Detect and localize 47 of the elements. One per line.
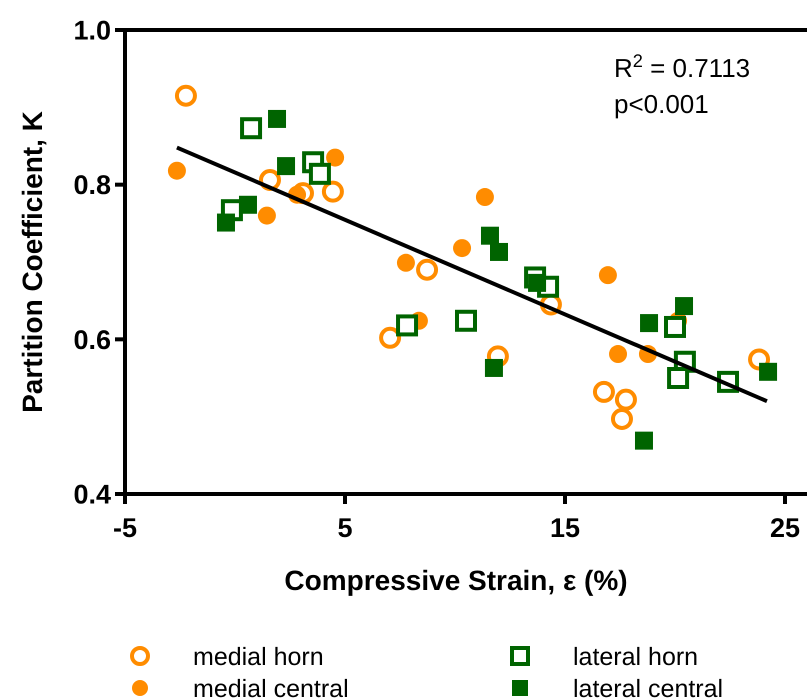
x-tick-label: -5 [112, 513, 138, 543]
point [268, 110, 286, 128]
point [238, 196, 257, 214]
point [609, 345, 628, 364]
point [174, 84, 197, 107]
point [396, 254, 415, 272]
point [667, 367, 690, 389]
y-tick-label: 1.0 [73, 15, 111, 46]
point [396, 314, 418, 336]
point [610, 408, 633, 430]
point [240, 117, 262, 140]
point [614, 388, 637, 411]
point [480, 226, 499, 245]
point [416, 258, 438, 281]
point [640, 314, 658, 332]
y-tick-label: 0.4 [73, 479, 111, 510]
point [453, 239, 472, 258]
x-tick-label: 15 [550, 513, 580, 543]
point [379, 326, 402, 349]
x-tick-label: 5 [337, 513, 353, 543]
point [308, 162, 331, 185]
point [216, 214, 235, 232]
y-tick-label: 0.6 [73, 324, 111, 355]
legend-label: medial central [193, 675, 349, 700]
point [258, 206, 276, 225]
point [277, 157, 296, 176]
x-axis-title: Compressive Strain, ε (%) [284, 565, 628, 596]
point [592, 380, 615, 403]
annotation: p<0.001 [614, 89, 709, 119]
point [455, 310, 477, 332]
legend-label: medial horn [193, 643, 324, 671]
legend-label: lateral horn [573, 643, 698, 671]
annotation: R$^{2}$ = 0.7113 [614, 51, 750, 83]
legend-label: lateral central [573, 675, 724, 700]
y-axis-title: Partition Coefficient, K [17, 111, 48, 413]
point [484, 358, 503, 377]
point [634, 432, 653, 450]
point [476, 188, 494, 206]
y-tick-label: 0.8 [73, 170, 111, 200]
point [598, 266, 617, 284]
x-tick-label: 25 [770, 513, 800, 543]
point [675, 297, 694, 316]
point [490, 242, 508, 261]
point [326, 148, 344, 167]
point [759, 362, 778, 381]
point [168, 162, 186, 180]
point [322, 180, 344, 203]
